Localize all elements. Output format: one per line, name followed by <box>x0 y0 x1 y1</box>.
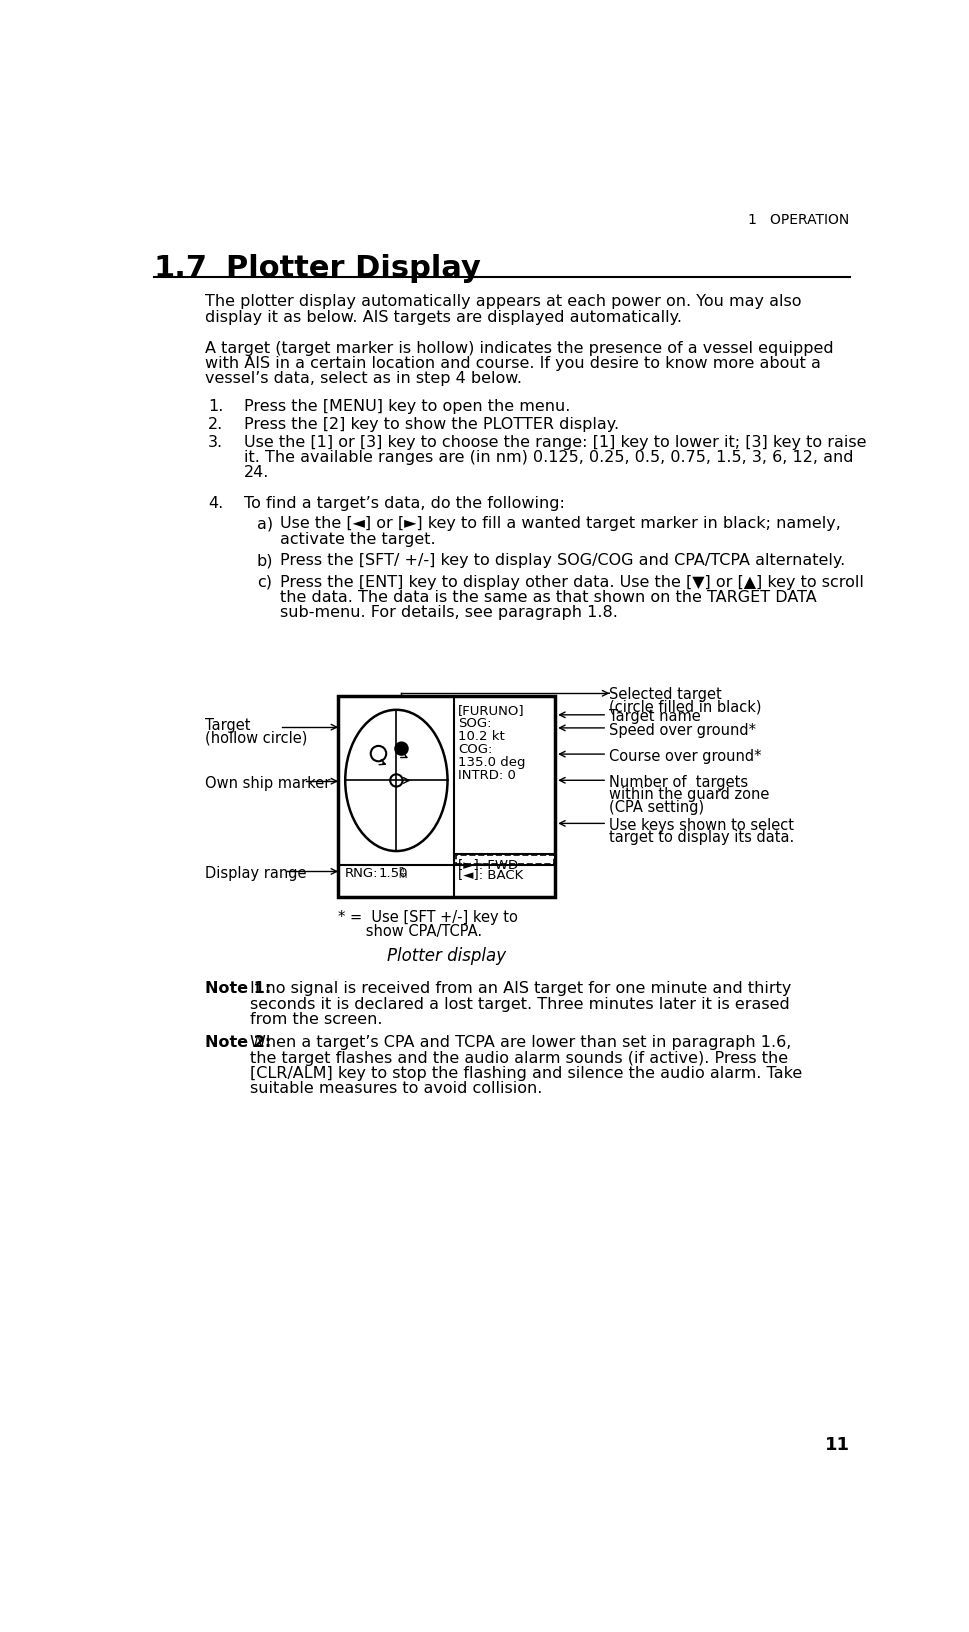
Text: display it as below. AIS targets are displayed automatically.: display it as below. AIS targets are dis… <box>204 310 681 325</box>
Text: Speed over ground*: Speed over ground* <box>609 723 756 738</box>
Text: a): a) <box>257 516 272 530</box>
Circle shape <box>395 743 407 756</box>
Text: 1.: 1. <box>207 400 223 415</box>
Text: c): c) <box>257 574 271 589</box>
Text: suitable measures to avoid collision.: suitable measures to avoid collision. <box>250 1082 542 1097</box>
Text: (CPA setting): (CPA setting) <box>609 800 703 814</box>
Text: Own ship marker: Own ship marker <box>204 775 330 792</box>
Text: Use the [◄] or [►] key to fill a wanted target marker in black; namely,: Use the [◄] or [►] key to fill a wanted … <box>280 516 840 530</box>
Text: 24.: 24. <box>243 465 268 480</box>
Text: 135.0 deg: 135.0 deg <box>458 756 525 769</box>
Text: Plotter display: Plotter display <box>387 947 506 966</box>
Text: Note 1:: Note 1: <box>204 981 271 996</box>
Text: To find a target’s data, do the following:: To find a target’s data, do the followin… <box>243 496 564 511</box>
Text: b): b) <box>257 553 273 568</box>
Text: COG:: COG: <box>458 743 492 756</box>
Text: Target: Target <box>204 718 250 733</box>
Bar <box>455 855 553 863</box>
Text: Plotter Display: Plotter Display <box>226 253 481 282</box>
Text: from the screen.: from the screen. <box>250 1012 382 1027</box>
Text: m: m <box>397 871 406 880</box>
Text: Selected target: Selected target <box>609 687 722 702</box>
Text: 10.2 kt: 10.2 kt <box>458 730 505 743</box>
Text: Use the [1] or [3] key to choose the range: [1] key to lower it; [3] key to rais: Use the [1] or [3] key to choose the ran… <box>243 434 865 449</box>
Text: it. The available ranges are (in nm) 0.125, 0.25, 0.5, 0.75, 1.5, 3, 6, 12, and: it. The available ranges are (in nm) 0.1… <box>243 450 853 465</box>
Text: within the guard zone: within the guard zone <box>609 787 769 803</box>
Text: 1   OPERATION: 1 OPERATION <box>748 212 849 227</box>
Text: [FURUNO]: [FURUNO] <box>458 703 524 716</box>
Text: 3.: 3. <box>207 434 223 449</box>
Text: SOG:: SOG: <box>458 716 491 730</box>
Text: seconds it is declared a lost target. Three minutes later it is erased: seconds it is declared a lost target. Th… <box>250 997 789 1012</box>
Text: 4.: 4. <box>207 496 223 511</box>
Text: Note 2:: Note 2: <box>204 1035 271 1049</box>
Bar <box>338 697 554 896</box>
Text: Press the [ENT] key to display other data. Use the [▼] or [▲] key to scroll: Press the [ENT] key to display other dat… <box>280 574 863 589</box>
Text: Display range: Display range <box>204 867 306 881</box>
Text: 2.: 2. <box>207 416 223 432</box>
Text: n: n <box>397 865 403 875</box>
Text: with AIS in a certain location and course. If you desire to know more about a: with AIS in a certain location and cours… <box>204 356 820 370</box>
Text: Press the [MENU] key to open the menu.: Press the [MENU] key to open the menu. <box>243 400 570 415</box>
Text: sub-menu. For details, see paragraph 1.8.: sub-menu. For details, see paragraph 1.8… <box>280 605 617 620</box>
Text: * =  Use [SFT +/-] key to: * = Use [SFT +/-] key to <box>338 911 517 925</box>
Text: Course over ground*: Course over ground* <box>609 749 762 764</box>
Text: vessel’s data, select as in step 4 below.: vessel’s data, select as in step 4 below… <box>204 372 521 387</box>
Text: show CPA/TCPA.: show CPA/TCPA. <box>338 924 482 940</box>
Text: (hollow circle): (hollow circle) <box>204 730 307 746</box>
Text: activate the target.: activate the target. <box>280 532 435 547</box>
Text: The plotter display automatically appears at each power on. You may also: The plotter display automatically appear… <box>204 294 800 310</box>
Text: Number of  targets: Number of targets <box>609 775 748 790</box>
Text: RNG:: RNG: <box>344 867 378 880</box>
Text: 1.50: 1.50 <box>378 867 408 880</box>
Text: A target (target marker is hollow) indicates the presence of a vessel equipped: A target (target marker is hollow) indic… <box>204 341 832 356</box>
Text: If no signal is received from an AIS target for one minute and thirty: If no signal is received from an AIS tar… <box>250 981 791 996</box>
Text: (circle filled in black): (circle filled in black) <box>609 700 762 715</box>
Text: INTRD: 0: INTRD: 0 <box>458 770 516 782</box>
Text: the target flashes and the audio alarm sounds (if active). Press the: the target flashes and the audio alarm s… <box>250 1051 787 1066</box>
Text: [►]: FWD: [►]: FWD <box>458 857 518 870</box>
Text: target to display its data.: target to display its data. <box>609 831 794 845</box>
Text: 1.7: 1.7 <box>154 253 207 282</box>
Text: Press the [2] key to show the PLOTTER display.: Press the [2] key to show the PLOTTER di… <box>243 416 618 432</box>
Text: [CLR/ALM] key to stop the flashing and silence the audio alarm. Take: [CLR/ALM] key to stop the flashing and s… <box>250 1066 801 1080</box>
Text: Use keys shown to select: Use keys shown to select <box>609 818 794 832</box>
Text: Press the [SFT/ +/-] key to display SOG/COG and CPA/TCPA alternately.: Press the [SFT/ +/-] key to display SOG/… <box>280 553 845 568</box>
Text: [◄]: BACK: [◄]: BACK <box>458 868 523 881</box>
Text: 11: 11 <box>824 1436 849 1454</box>
Text: Target name: Target name <box>609 710 701 725</box>
Text: the data. The data is the same as that shown on the TARGET DATA: the data. The data is the same as that s… <box>280 591 816 605</box>
Text: When a target’s CPA and TCPA are lower than set in paragraph 1.6,: When a target’s CPA and TCPA are lower t… <box>250 1035 791 1049</box>
